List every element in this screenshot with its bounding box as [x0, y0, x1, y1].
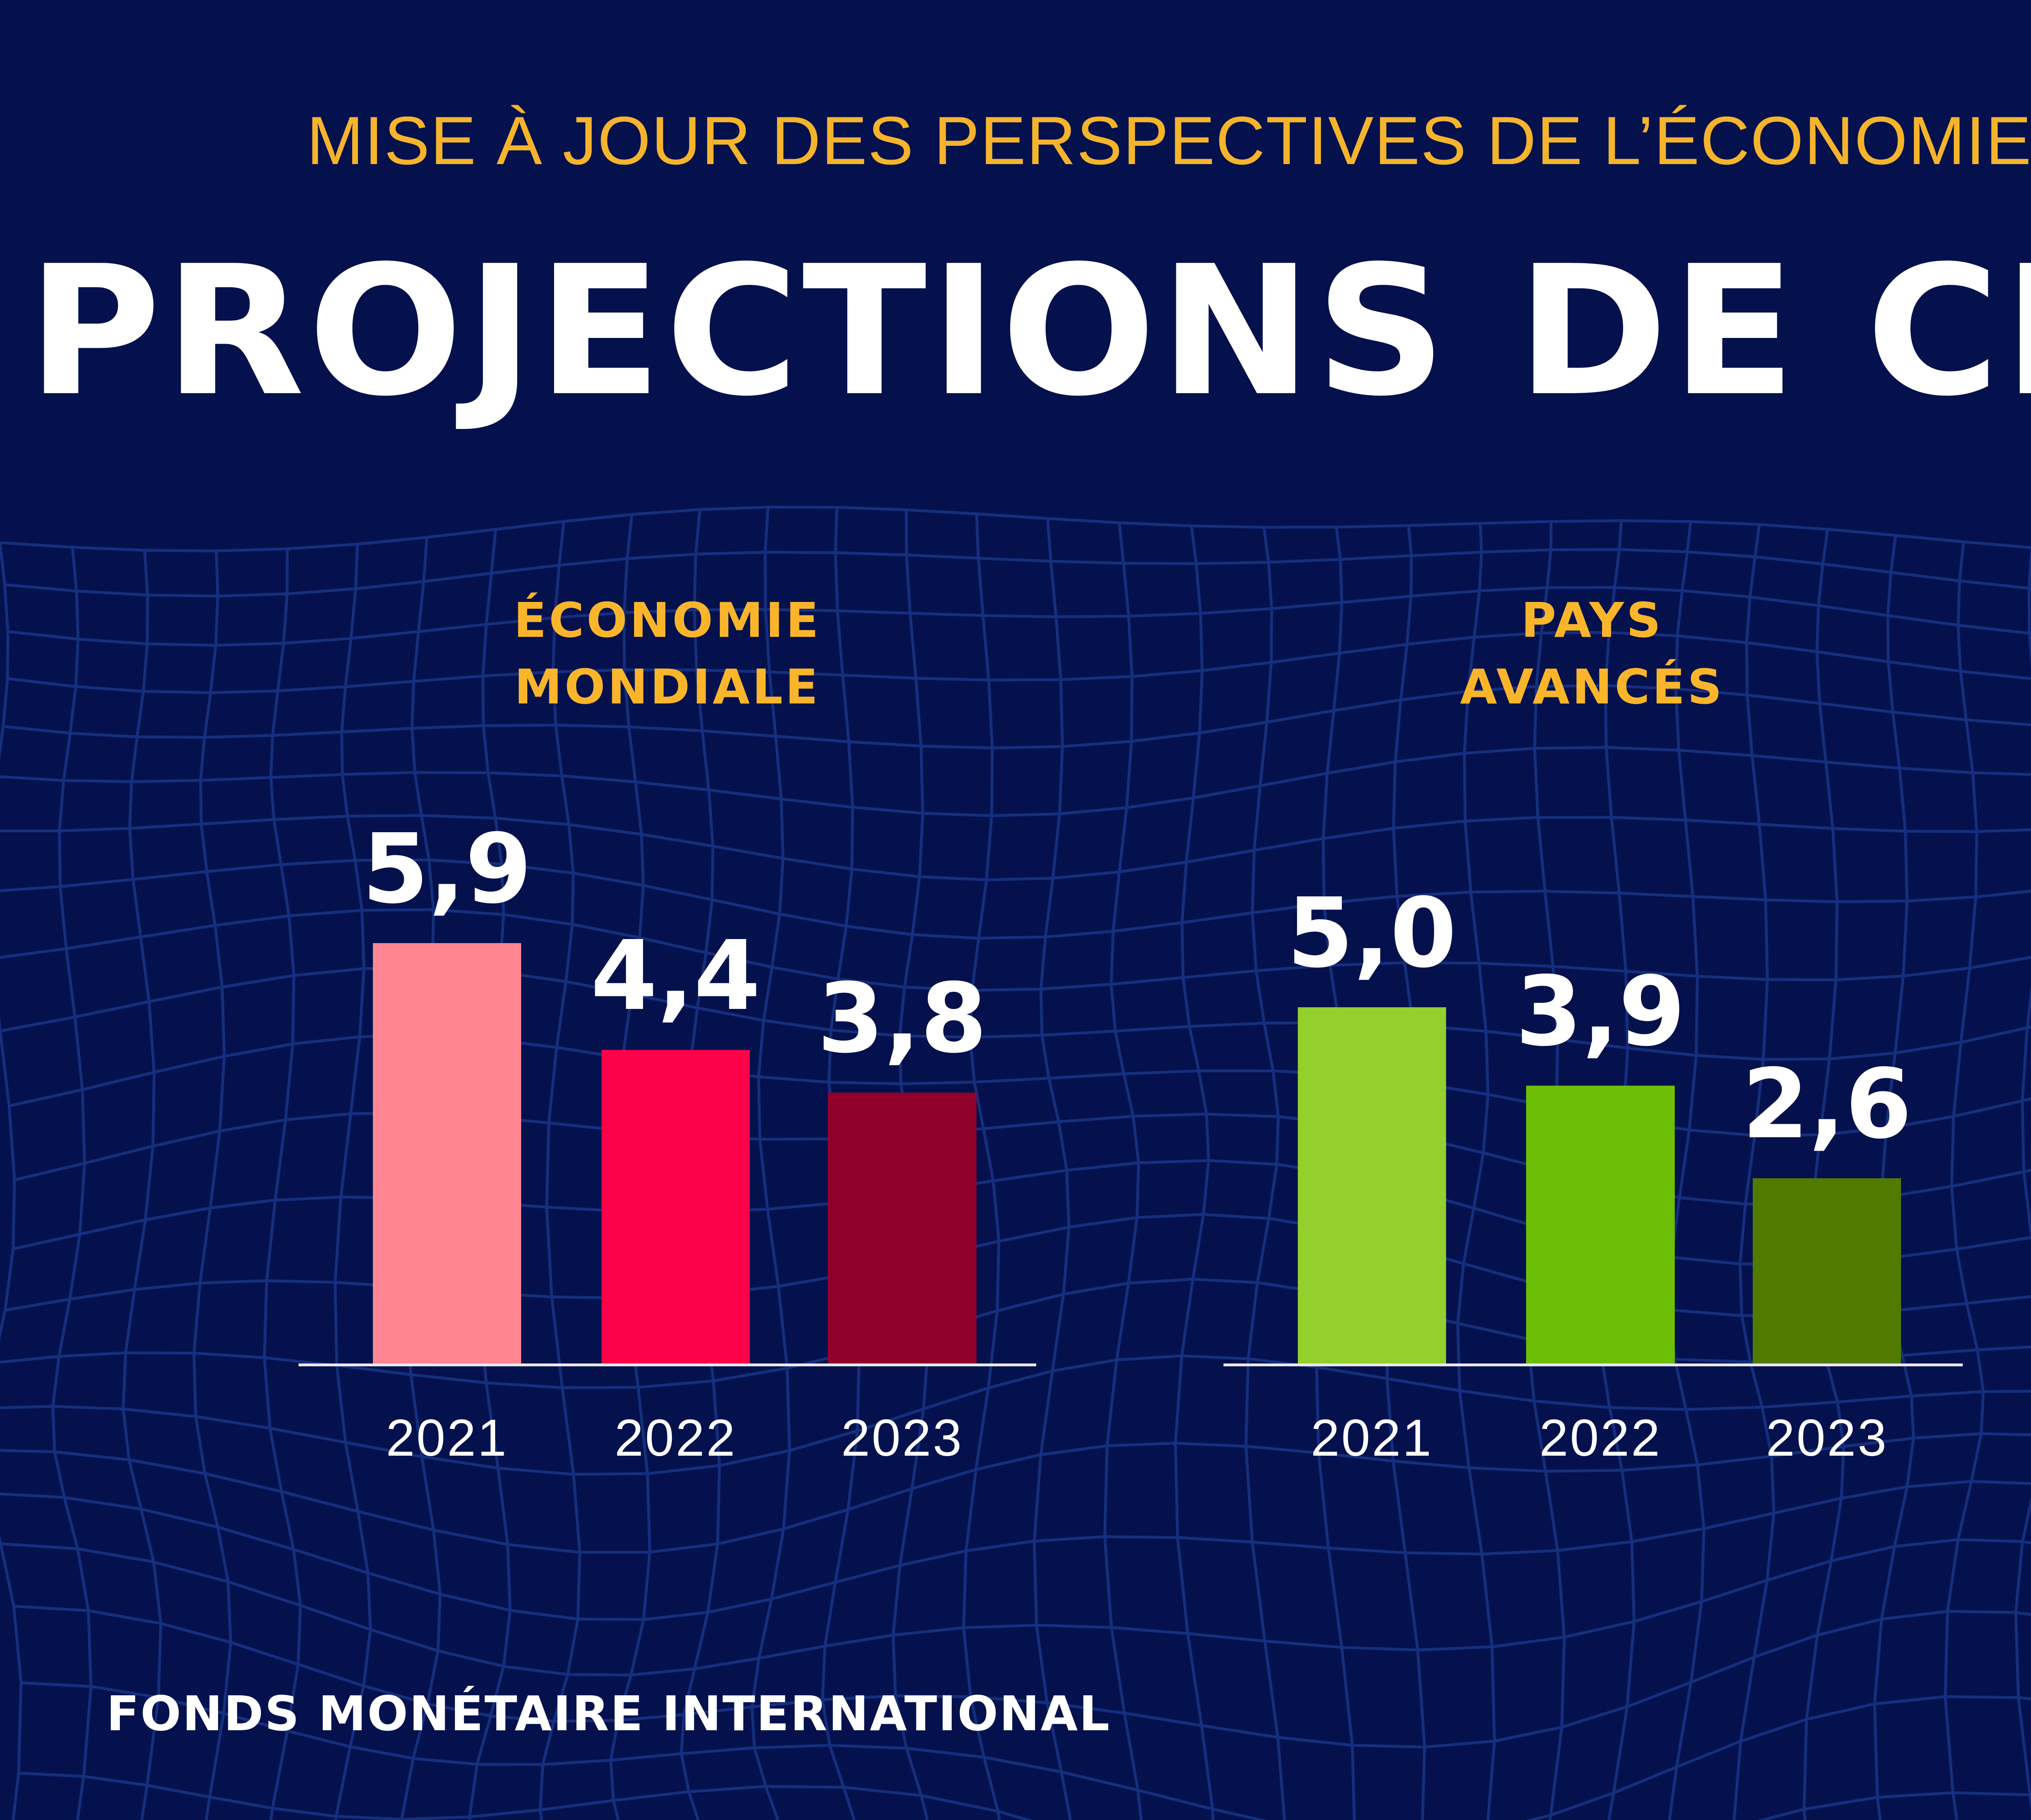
mesh-col-line	[1103, 522, 1143, 1820]
data-label-2023: 3,8	[817, 963, 987, 1075]
report-subtitle: MISE À JOUR DES PERSPECTIVES DE L’ÉCONOM…	[307, 102, 2031, 179]
bar-2023	[828, 1093, 977, 1363]
mesh-row-line	[5, 1213, 2031, 1317]
data-label-2022: 4,4	[591, 920, 761, 1032]
mesh-col-line	[263, 549, 302, 1820]
mesh-col-line	[962, 514, 1001, 1820]
x-tick-label-2023: 2023	[841, 1409, 964, 1467]
mesh-row-line	[0, 746, 2031, 817]
data-label-2023: 2,6	[1742, 1048, 1912, 1160]
chart-title: ÉCONOMIE MONDIALE	[513, 592, 821, 715]
mesh-col-line	[1873, 535, 1915, 1820]
x-tick-label-2022: 2022	[614, 1409, 737, 1467]
mesh-col-line	[1456, 523, 1496, 1820]
mesh-col-line	[750, 507, 791, 1820]
mesh-row-line	[13, 1159, 2031, 1266]
organization-name: FONDS MONÉTAIRE INTERNATIONAL	[106, 1686, 1111, 1742]
data-label-2021: 5,9	[362, 813, 532, 925]
mesh-col-line	[1732, 524, 1776, 1820]
mesh-col-line	[1944, 541, 1985, 1820]
mesh-col-line	[1668, 521, 1706, 1820]
bar-2022	[1526, 1085, 1675, 1363]
mesh-col-line	[121, 550, 162, 1820]
bar-2023	[1753, 1178, 1901, 1363]
x-axis-line	[1223, 1363, 1963, 1366]
mesh-row-line	[0, 1480, 2031, 1621]
data-label-2022: 3,9	[1515, 955, 1686, 1067]
mesh-col-line	[333, 544, 372, 1820]
chart-title: PAYS AVANCÉS	[1460, 592, 1725, 715]
mesh-col-line	[51, 547, 93, 1820]
mesh-row-line	[0, 505, 2031, 552]
x-tick-label-2021: 2021	[1310, 1409, 1433, 1467]
mesh-col-line	[0, 542, 23, 1820]
x-tick-label-2022: 2022	[1539, 1409, 1662, 1467]
bar-2022	[601, 1050, 750, 1363]
data-label-2021: 5,0	[1287, 877, 1457, 989]
bar-2021	[1297, 1007, 1446, 1363]
chart-title: PAYS ÉMERGENTS ET PAYS EN DÉVELOPPEMENT	[1969, 521, 2031, 721]
mesh-col-line	[1244, 527, 1286, 1820]
page-title: PROJECTIONS DE CROISSANCE	[27, 227, 2031, 435]
mesh-col-line	[539, 521, 581, 1820]
x-axis-line	[299, 1363, 1036, 1366]
bar-2021	[372, 943, 521, 1363]
mesh-col-line	[192, 551, 232, 1820]
mesh-col-line	[2014, 548, 2031, 1812]
mesh-col-line	[1802, 529, 1845, 1820]
x-tick-label-2023: 2023	[1766, 1409, 1888, 1467]
mesh-row-line	[18, 1772, 2031, 1820]
mesh-row-line	[0, 1538, 2031, 1677]
mesh-col-line	[1174, 526, 1215, 1820]
x-tick-label-2021: 2021	[385, 1409, 508, 1467]
mesh-col-line	[1033, 518, 1072, 1820]
